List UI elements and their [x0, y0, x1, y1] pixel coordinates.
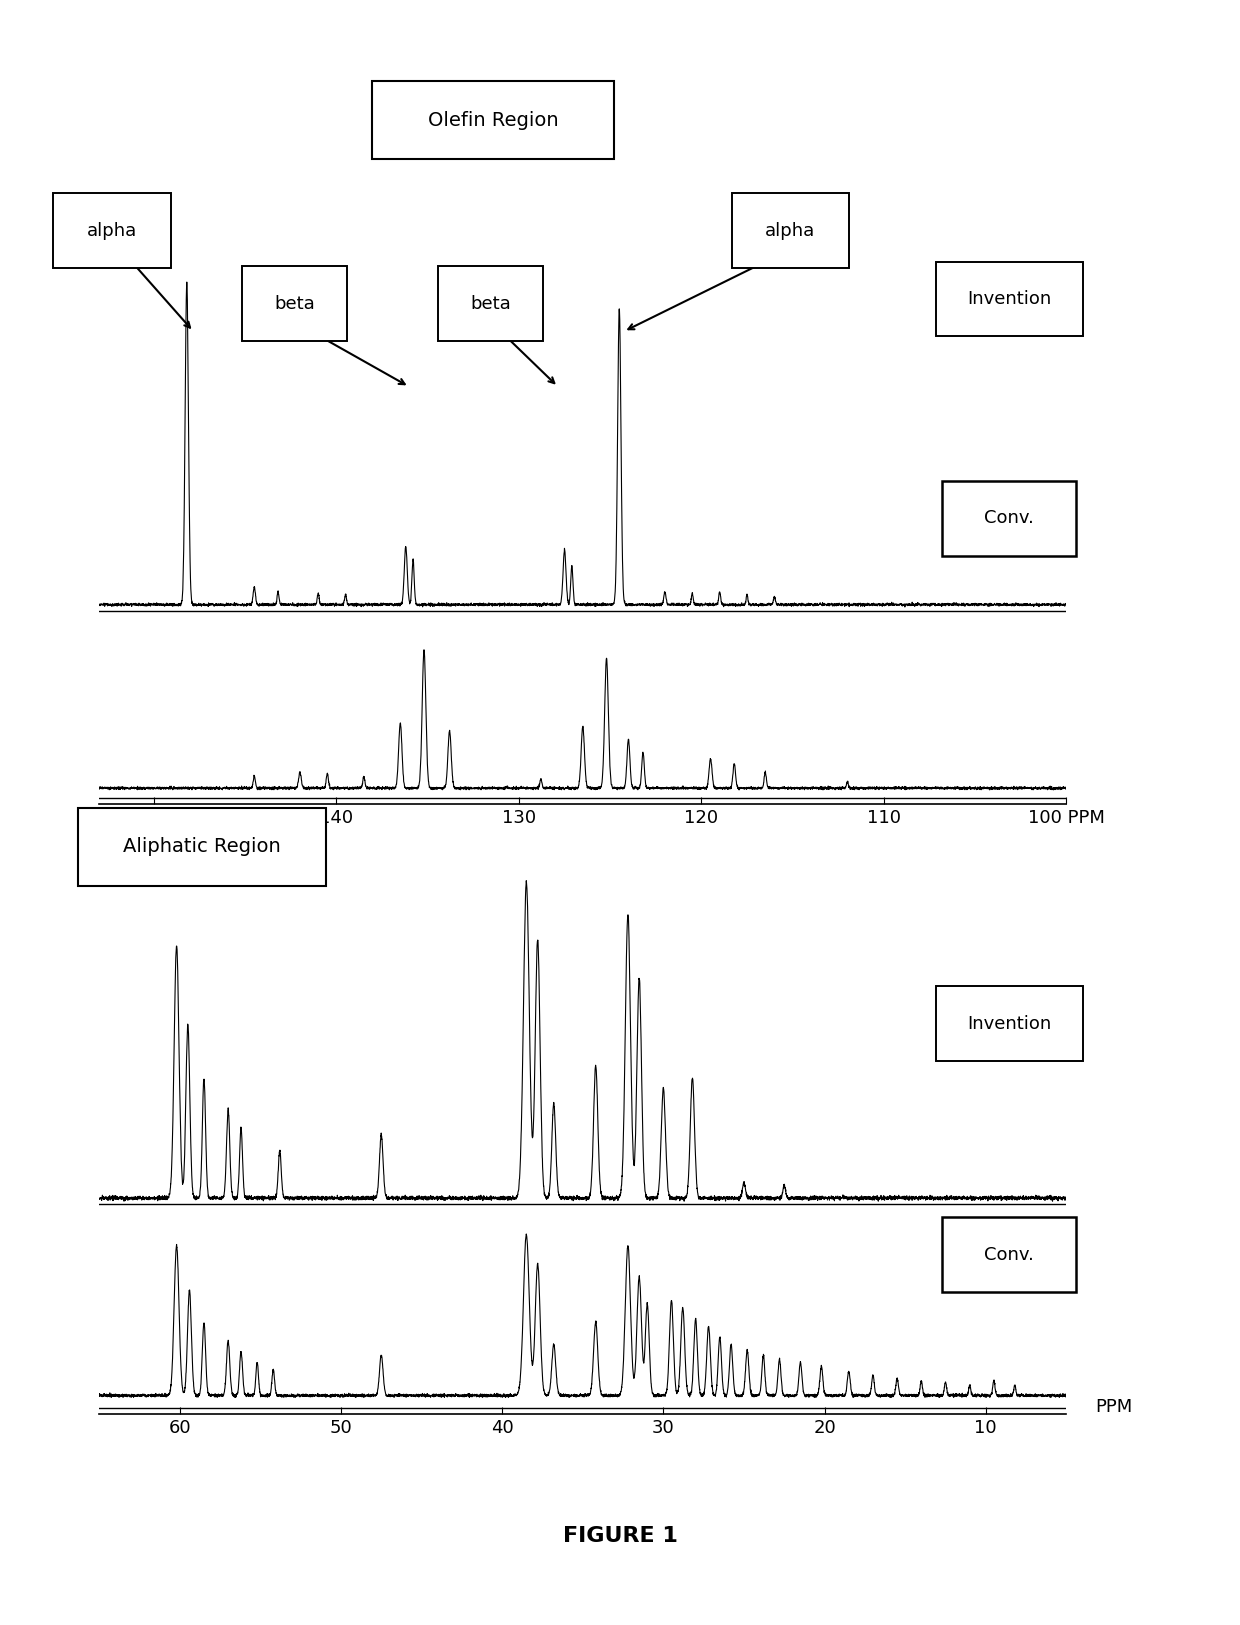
FancyBboxPatch shape	[78, 808, 326, 886]
FancyBboxPatch shape	[732, 193, 849, 268]
Text: PPM: PPM	[1095, 1398, 1132, 1417]
Text: Conv.: Conv.	[985, 509, 1034, 528]
Text: alpha: alpha	[765, 221, 816, 240]
FancyBboxPatch shape	[53, 193, 171, 268]
Text: Conv.: Conv.	[985, 1245, 1034, 1264]
FancyBboxPatch shape	[438, 266, 543, 341]
FancyBboxPatch shape	[936, 986, 1083, 1061]
FancyBboxPatch shape	[372, 81, 614, 159]
Text: Aliphatic Region: Aliphatic Region	[123, 837, 281, 856]
Text: Invention: Invention	[967, 289, 1052, 309]
Text: FIGURE 1: FIGURE 1	[563, 1526, 677, 1545]
Text: beta: beta	[470, 294, 511, 314]
Text: alpha: alpha	[87, 221, 138, 240]
FancyBboxPatch shape	[942, 481, 1076, 556]
FancyBboxPatch shape	[942, 1217, 1076, 1292]
Text: Invention: Invention	[967, 1014, 1052, 1034]
FancyBboxPatch shape	[936, 262, 1083, 336]
FancyBboxPatch shape	[242, 266, 347, 341]
Text: beta: beta	[274, 294, 315, 314]
Text: Olefin Region: Olefin Region	[428, 111, 558, 130]
